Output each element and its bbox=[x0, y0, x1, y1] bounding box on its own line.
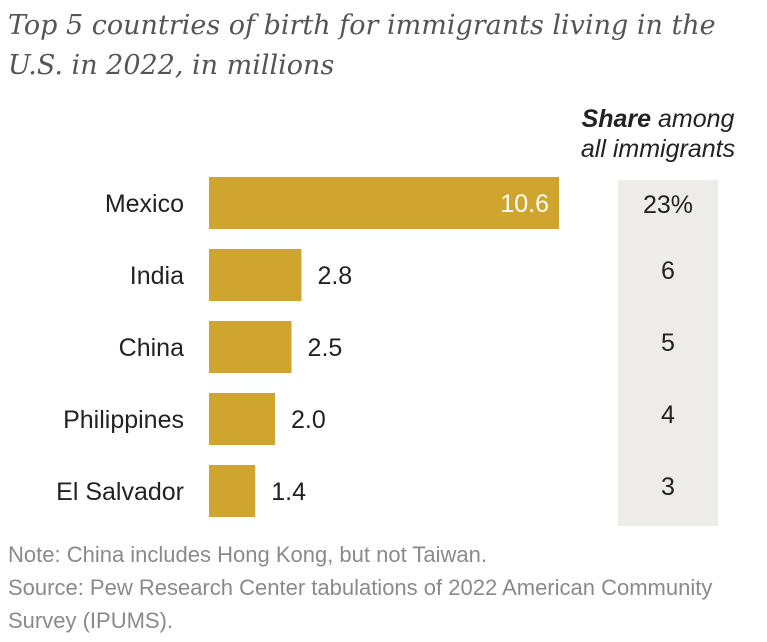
bar bbox=[209, 249, 302, 301]
bar bbox=[209, 393, 276, 445]
share-column-header: Share among all immigrants bbox=[560, 104, 756, 164]
share-value: 4 bbox=[661, 401, 675, 429]
category-label: India bbox=[130, 262, 184, 290]
share-header-bold: Share bbox=[581, 105, 652, 133]
share-value: 5 bbox=[661, 329, 675, 357]
share-column-panel bbox=[618, 180, 718, 526]
share-value: 6 bbox=[661, 257, 675, 285]
value-label: 2.5 bbox=[308, 334, 343, 362]
category-label: Philippines bbox=[63, 406, 184, 434]
note-text: Note: China includes Hong Kong, but not … bbox=[8, 542, 488, 567]
category-label: Mexico bbox=[105, 190, 184, 218]
share-value: 23% bbox=[643, 191, 693, 219]
chart-title: Top 5 countries of birth for immigrants … bbox=[8, 10, 716, 81]
value-label: 10.6 bbox=[500, 190, 549, 218]
chart-notes: Note: China includes Hong Kong, but not … bbox=[8, 538, 763, 637]
share-value: 3 bbox=[661, 473, 675, 501]
value-label: 2.0 bbox=[291, 406, 326, 434]
share-header-line2: all immigrants bbox=[580, 135, 736, 163]
source-text: Source: Pew Research Center tabulations … bbox=[8, 575, 713, 633]
value-label: 1.4 bbox=[271, 478, 306, 506]
share-header-rest: among bbox=[651, 105, 735, 133]
value-label: 2.8 bbox=[317, 262, 352, 290]
bar bbox=[209, 177, 559, 229]
category-label: El Salvador bbox=[56, 478, 184, 506]
category-label: China bbox=[119, 334, 184, 362]
bar bbox=[209, 321, 292, 373]
bar bbox=[209, 465, 256, 517]
